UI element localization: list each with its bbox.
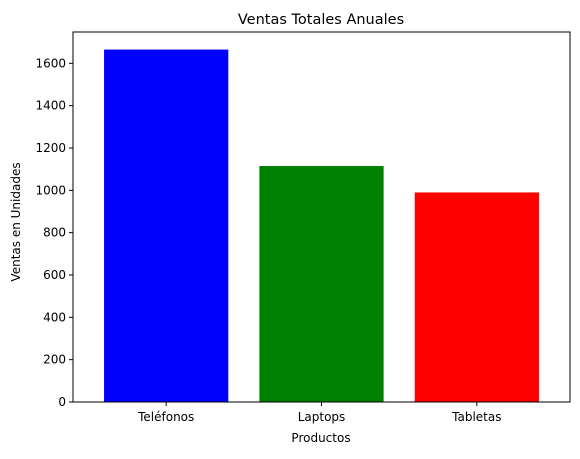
- y-tick-label-6: 1200: [35, 141, 66, 155]
- plot-frame: [72, 31, 571, 403]
- y-axis: 0 200 400 600 800 1000 1200 1400 1600: [35, 56, 73, 409]
- bar-1: [259, 165, 384, 402]
- y-axis-label: Ventas en Unidades: [9, 162, 23, 281]
- x-tick-label-0: Teléfonos: [137, 410, 194, 424]
- y-tick-label-5: 1000: [35, 183, 66, 197]
- bar-2: [414, 192, 539, 402]
- y-tick-label-3: 600: [43, 268, 66, 282]
- chart-title: Ventas Totales Anuales: [238, 12, 404, 28]
- y-tick-label-0: 0: [58, 395, 66, 409]
- bar-0: [104, 49, 229, 402]
- x-axis: Teléfonos Laptops Tabletas: [137, 402, 501, 424]
- y-tick-label-1: 200: [43, 353, 66, 367]
- y-tick-label-2: 400: [43, 310, 66, 324]
- y-tick-label-4: 800: [43, 226, 66, 240]
- x-tick-label-1: Laptops: [298, 410, 346, 424]
- x-tick-label-2: Tabletas: [451, 410, 501, 424]
- y-tick-label-8: 1600: [35, 56, 66, 70]
- x-axis-label: Productos: [291, 431, 350, 445]
- y-tick-label-7: 1400: [35, 99, 66, 113]
- plot-area: [104, 49, 539, 402]
